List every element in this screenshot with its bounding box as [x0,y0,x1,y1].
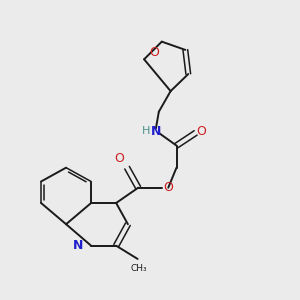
Text: H: H [142,126,151,136]
Text: O: O [149,46,159,59]
Text: O: O [163,181,173,194]
Text: O: O [115,152,124,165]
Text: CH₃: CH₃ [131,264,147,273]
Text: O: O [196,125,206,138]
Text: N: N [151,125,161,138]
Text: N: N [74,239,84,252]
